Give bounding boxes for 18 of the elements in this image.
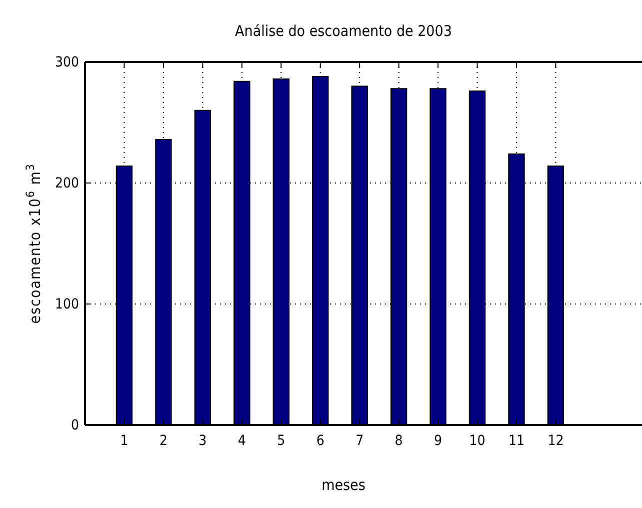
x-tick-label: 3 [198, 432, 207, 449]
x-tick-label: 6 [316, 432, 324, 449]
x-tick-label: 4 [238, 432, 246, 449]
y-tick-label: 200 [54, 175, 79, 192]
y-tick-label: 0 [70, 417, 79, 434]
x-tick-label: 9 [434, 432, 442, 449]
chart-title: Análise do escoamento de 2003 [235, 22, 452, 40]
x-tick-label: 2 [159, 432, 168, 449]
x-tick-label: 1 [120, 432, 128, 449]
x-tick-label: 12 [548, 432, 564, 449]
x-tick-label: 5 [277, 432, 286, 449]
x-tick-label: 8 [394, 432, 403, 449]
y-tick-label: 300 [54, 54, 79, 70]
x-tick-label: 10 [469, 432, 486, 449]
x-tick-label: 11 [508, 432, 524, 449]
x-axis-title: meses [322, 476, 366, 494]
y-tick-label: 100 [54, 296, 79, 312]
x-tick-label: 7 [356, 432, 364, 449]
